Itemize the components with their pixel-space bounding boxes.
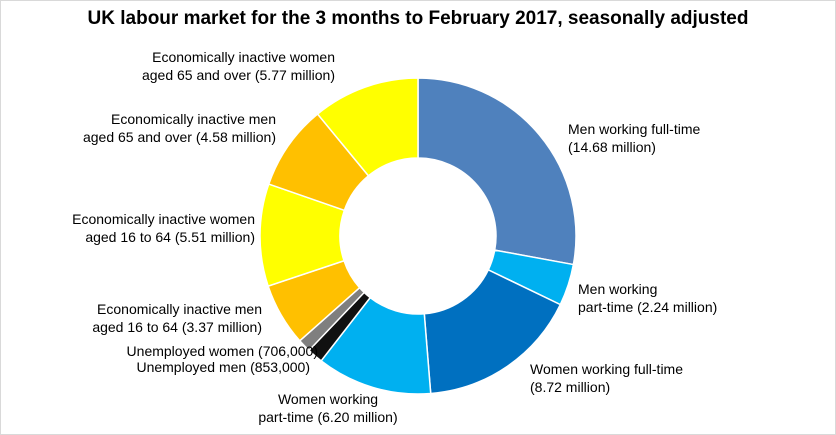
- slice-label-9: Economically inactive women aged 65 and o…: [142, 49, 335, 83]
- slice-labels: Men working full-time (14.68 million)Men …: [72, 49, 717, 425]
- slice-label-line: aged 65 and over (4.58 million): [83, 129, 276, 145]
- slice-label-line: Women working full-time: [530, 361, 683, 377]
- slice-label-line: Women working: [278, 391, 378, 407]
- slice-label-7: Economically inactive women aged 16 to 64…: [72, 211, 255, 245]
- slice-label-6: Economically inactive men aged 16 to 64 (…: [92, 301, 262, 335]
- slice-label-line: Men working: [578, 281, 657, 297]
- slice-label-line: part-time (2.24 million): [578, 299, 717, 315]
- slice-0: [417, 77, 577, 266]
- slice-label-4: Unemployed men (853,000): [136, 359, 310, 375]
- slice-label-3: Women working part-time (6.20 million): [258, 391, 397, 425]
- slice-label-line: (8.72 million): [530, 379, 610, 395]
- slice-label-1: Men working part-time (2.24 million): [578, 281, 717, 315]
- slice-label-line: Economically inactive women: [72, 211, 255, 227]
- slice-label-5: Unemployed women (706,000): [127, 343, 318, 359]
- slice-label-line: aged 16 to 64 (5.51 million): [85, 229, 255, 245]
- slice-label-line: (14.68 million): [568, 139, 656, 155]
- slice-label-line: Economically inactive men: [97, 301, 262, 317]
- slice-label-8: Economically inactive men aged 65 and ove…: [83, 111, 276, 145]
- slice-label-line: part-time (6.20 million): [258, 409, 397, 425]
- slice-label-line: Economically inactive men: [111, 111, 276, 127]
- slice-label-line: Unemployed women (706,000): [127, 343, 318, 359]
- chart-title: UK labour market for the 3 months to Feb…: [87, 8, 749, 29]
- slice-label-line: Economically inactive women: [152, 49, 335, 65]
- slice-label-line: Men working full-time: [568, 121, 700, 137]
- slice-label-line: aged 65 and over (5.77 million): [142, 67, 335, 83]
- slice-label-line: aged 16 to 64 (3.37 million): [92, 319, 262, 335]
- slice-label-2: Women working full-time (8.72 million): [530, 361, 683, 395]
- donut-slices: [259, 77, 577, 395]
- slice-label-0: Men working full-time (14.68 million): [568, 121, 700, 155]
- slice-label-line: Unemployed men (853,000): [136, 359, 310, 375]
- slice-9: [316, 77, 419, 177]
